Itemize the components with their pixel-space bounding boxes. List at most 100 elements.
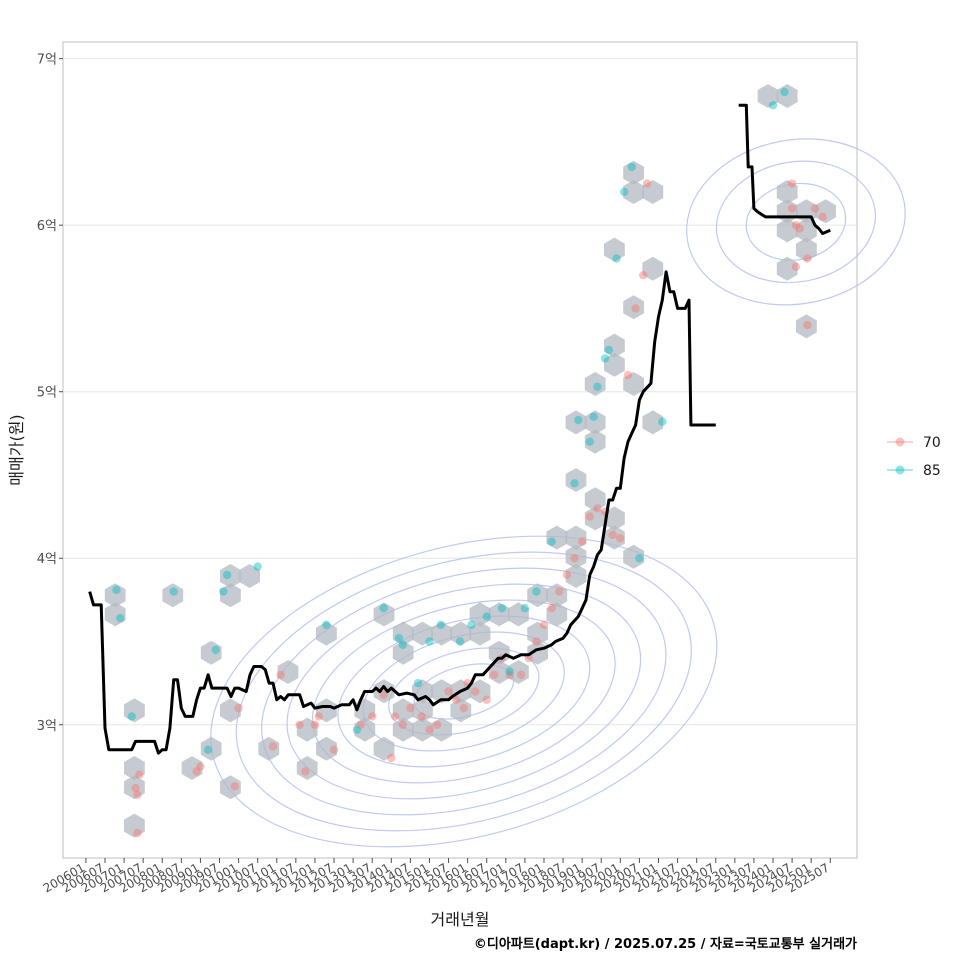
point-series-70 — [301, 767, 310, 776]
hexbin-cell — [220, 564, 241, 588]
point-series-70 — [432, 720, 442, 729]
point-series-70 — [631, 304, 640, 313]
point-series-70 — [451, 695, 461, 704]
y-axis: 3억 4억 5억 6억 7억 — [37, 53, 63, 734]
hexbin-cell — [392, 717, 414, 742]
density-contour — [388, 647, 540, 736]
point-series-70 — [196, 762, 205, 771]
hexbin-cell — [104, 602, 126, 627]
point-series-70 — [398, 720, 407, 729]
point-series-70 — [608, 530, 617, 540]
hexbin-cell — [296, 717, 318, 742]
point-series-70 — [368, 712, 377, 721]
hexbin-cell — [200, 640, 222, 665]
point-series-70 — [387, 753, 396, 763]
hexbin-cell — [277, 660, 299, 684]
point-series-85 — [593, 382, 602, 391]
point-series-70 — [787, 179, 797, 188]
hexbin-cell — [584, 487, 606, 512]
point-series-70 — [329, 745, 339, 754]
hexbin-cell — [488, 640, 510, 665]
hexbin-cell — [565, 410, 587, 435]
point-series-70 — [639, 270, 648, 280]
hexbin-cell — [815, 199, 836, 224]
point-series-70 — [425, 725, 434, 734]
caption: ©디아파트(dapt.kr) / 2025.07.25 / 자료=국토교통부 실… — [474, 936, 857, 952]
point-series-85 — [658, 417, 667, 426]
point-series-85 — [169, 587, 178, 596]
hexbin-cell — [565, 525, 587, 550]
point-series-85 — [532, 587, 541, 596]
point-series-85 — [116, 613, 125, 623]
hexbin-cell — [488, 602, 510, 627]
hexbin-cell — [162, 583, 184, 608]
point-series-70 — [471, 687, 480, 696]
point-series-85 — [600, 354, 610, 363]
point-series-85 — [520, 604, 530, 613]
hexbin-cell — [412, 621, 433, 646]
point-series-85 — [780, 87, 789, 97]
point-series-70 — [417, 712, 427, 721]
point-series-70 — [490, 670, 499, 680]
hexbin-cell — [392, 640, 414, 665]
point-series-70 — [406, 703, 415, 713]
point-series-70 — [268, 742, 278, 751]
hexbin-cell — [623, 160, 644, 185]
hexbin-cell — [412, 698, 433, 723]
point-series-70 — [547, 604, 556, 613]
moving-average-line — [738, 103, 831, 235]
hexbin-cell — [546, 602, 568, 627]
point-series-70 — [791, 262, 801, 272]
hexbin-cell — [469, 679, 491, 704]
hexbin-cell — [546, 583, 568, 608]
point-series-85 — [619, 187, 629, 197]
point-series-85 — [436, 620, 446, 630]
point-series-85 — [379, 604, 388, 613]
density-contour — [337, 615, 591, 768]
point-series-70 — [314, 712, 323, 721]
point-series-70 — [131, 783, 140, 793]
hexbin-cell — [431, 621, 452, 646]
y-tick-label: 7억 — [37, 53, 57, 68]
hexbin-cell — [469, 602, 491, 627]
point-series-70 — [516, 670, 526, 680]
point-series-85 — [627, 162, 636, 172]
point-series-85 — [604, 345, 614, 355]
point-series-70 — [276, 670, 285, 680]
hexbin-cell — [124, 698, 145, 723]
hexbin-cell — [584, 429, 606, 454]
point-series-70 — [795, 224, 804, 233]
hexbin-cell — [584, 506, 606, 531]
point-series-70 — [539, 620, 549, 630]
grid-layer — [63, 58, 857, 726]
y-tick-label: 6억 — [37, 219, 57, 234]
hexbin-cell — [604, 506, 625, 531]
point-series-85 — [497, 604, 507, 613]
y-axis-title: 매매가(원) — [7, 414, 26, 485]
point-series-70 — [310, 720, 320, 729]
hexbin-cell — [546, 525, 568, 550]
hexbin-cell — [373, 602, 395, 627]
hexbin-cell — [565, 564, 587, 588]
legend-key-point — [895, 465, 905, 475]
point-series-85 — [112, 585, 121, 595]
point-series-70 — [810, 204, 820, 213]
hexbin-cell — [796, 314, 817, 339]
point-series-70 — [379, 690, 388, 699]
point-series-70 — [390, 712, 400, 721]
hexbin-cell — [488, 660, 510, 684]
hexbin-cell — [527, 640, 548, 665]
point-series-70 — [295, 720, 304, 729]
point-series-70 — [356, 720, 365, 729]
point-series-85 — [398, 640, 407, 650]
hexbin-cell — [220, 698, 241, 723]
point-series-70 — [505, 670, 514, 680]
point-series-70 — [135, 770, 144, 779]
point-series-70 — [230, 782, 239, 791]
legend-label: 85 — [923, 463, 941, 479]
point-series-85 — [425, 637, 434, 646]
hexbin-cell — [604, 352, 625, 377]
point-series-70 — [803, 320, 812, 330]
point-series-70 — [818, 212, 827, 222]
